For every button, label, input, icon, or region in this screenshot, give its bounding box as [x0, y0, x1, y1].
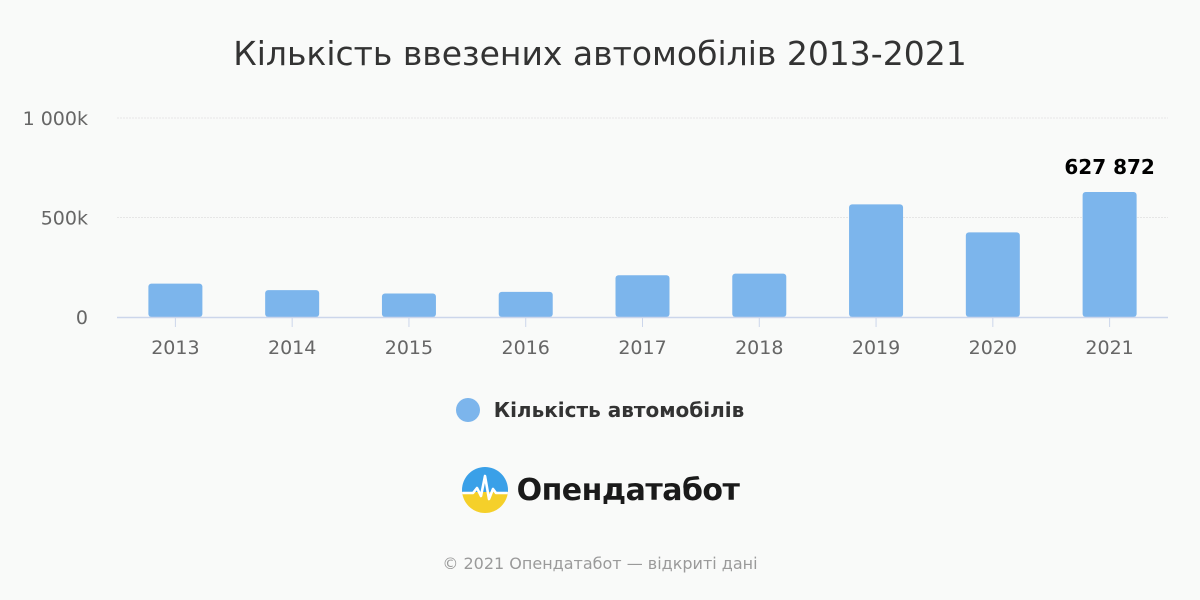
x-tick-label-2013: 2013: [151, 337, 199, 359]
copyright-text: © 2021 Опендатабот — відкриті дані: [442, 554, 758, 573]
legend-marker-icon: [455, 398, 480, 422]
logo-text: Опендатабот: [516, 472, 740, 508]
legend[interactable]: Кількість автомобілів: [0, 398, 1200, 422]
y-axis-labels: 0 500k 1 000k: [23, 108, 88, 329]
bar-2014: [265, 290, 320, 317]
bars: [148, 192, 1137, 317]
x-tick-label-2017: 2017: [618, 337, 666, 359]
x-tick-label-2016: 2016: [502, 337, 550, 359]
data-label-2021: 627 872: [1064, 155, 1154, 179]
bar-2021: [1082, 192, 1137, 317]
bar-2016: [498, 291, 553, 317]
bar-2018: [732, 273, 787, 317]
x-tick-label-2014: 2014: [268, 337, 316, 359]
bar-2019: [849, 204, 904, 317]
x-tick-label-2019: 2019: [852, 337, 900, 359]
x-tick-label-2015: 2015: [385, 337, 433, 359]
x-tick-label-2018: 2018: [735, 337, 783, 359]
grid-lines: [117, 117, 1168, 218]
opendatabot-logo-icon: [461, 467, 508, 513]
bar-2015: [381, 293, 436, 317]
y-tick-label: 1 000k: [23, 108, 88, 130]
x-axis: [117, 316, 1168, 327]
bar-2013: [148, 283, 203, 317]
x-axis-labels: 2013 2014 2015 2016 2017 2018 2019 2020 2021: [151, 337, 1134, 359]
y-tick-label: 0: [76, 307, 88, 329]
x-tick-label-2020: 2020: [969, 337, 1017, 359]
y-tick-label: 500k: [41, 208, 88, 230]
data-labels: 627 872: [1064, 155, 1154, 179]
bar-2020: [965, 232, 1020, 317]
legend-label: Кількість автомобілів: [493, 398, 745, 422]
brand-logo: Опендатабот: [0, 466, 1200, 514]
bar-2017: [615, 275, 670, 317]
chart-title: Кількість ввезених автомобілів 2013-2021: [233, 34, 967, 73]
x-tick-label-2021: 2021: [1085, 337, 1133, 359]
